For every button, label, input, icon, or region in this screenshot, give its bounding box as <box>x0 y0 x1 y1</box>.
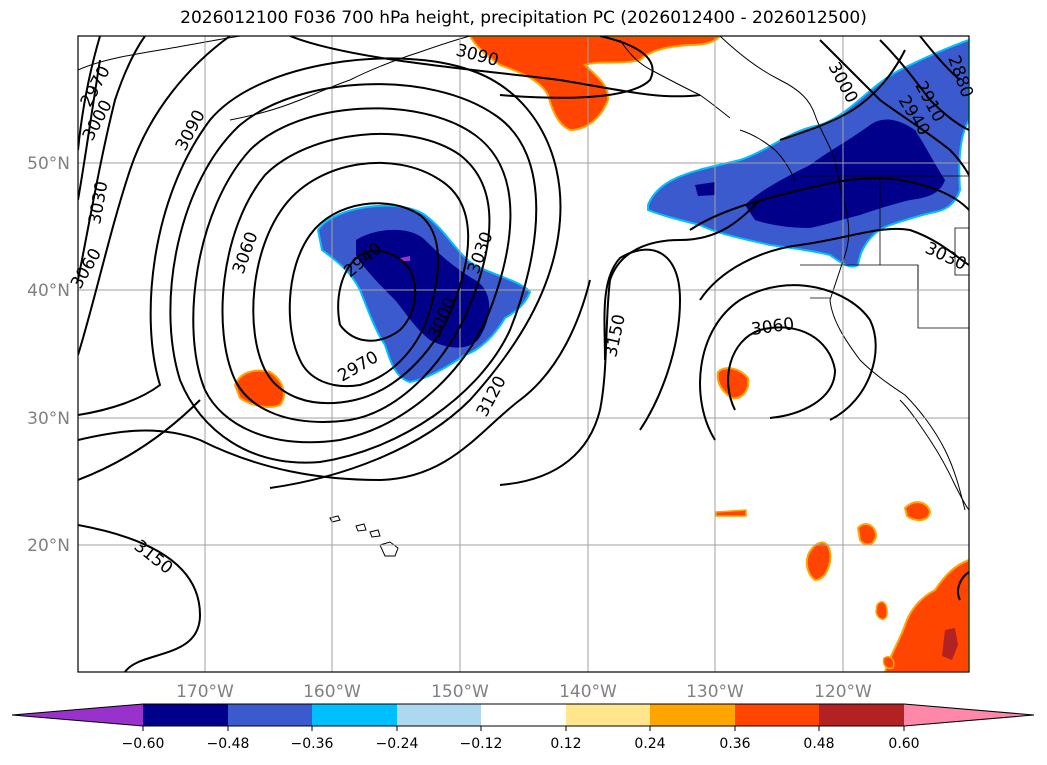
latitude-labels: 50°N 40°N 30°N 20°N <box>27 154 70 556</box>
colorbar-bin <box>650 704 735 726</box>
precip-negative-core-central <box>356 229 490 348</box>
lon-label: 120°W <box>814 682 872 702</box>
map-frame <box>77 35 970 673</box>
lat-label: 50°N <box>27 154 70 174</box>
precip-positive-spot-east <box>716 367 750 400</box>
precip-positive-spot-se6 <box>882 656 895 670</box>
colorbar-tick-label: 0.48 <box>803 736 834 752</box>
lon-label: 140°W <box>559 682 617 702</box>
colorbar-tick-label: 0.36 <box>719 736 750 752</box>
colorbar-tick-label: −0.60 <box>122 736 165 752</box>
lon-label: 150°W <box>431 682 489 702</box>
colorbar-bin <box>312 704 397 726</box>
lon-label: 130°W <box>686 682 744 702</box>
lat-label: 40°N <box>27 281 70 301</box>
precip-positive-region-north <box>468 36 722 132</box>
precip-negative-core-northeast-2 <box>695 182 715 196</box>
colorbar-tick-label: −0.12 <box>460 736 503 752</box>
precip-positive-spot-se1 <box>805 541 832 582</box>
colorbar-bin <box>481 704 566 726</box>
precip-positive-spot-se3 <box>903 501 932 522</box>
longitude-labels: 170°W 160°W 150°W 140°W 130°W 120°W <box>176 682 872 702</box>
colorbar-tick-label: −0.24 <box>376 736 419 752</box>
colorbar-tick-label: 0.60 <box>888 736 919 752</box>
precip-positive-spot-se5 <box>875 601 888 620</box>
lat-label: 30°N <box>27 409 70 429</box>
colorbar-bin <box>397 704 481 726</box>
precip-positive-core-southeast <box>942 628 958 660</box>
precip-negative-spot-central <box>400 256 410 261</box>
colorbar-tick-label: −0.36 <box>291 736 334 752</box>
colorbar: −0.60 −0.48 −0.36 −0.24 −0.12 0.12 0.24 … <box>11 703 1035 752</box>
colorbar-extend-low <box>12 704 143 726</box>
height-contours <box>78 36 969 672</box>
colorbar-bin <box>228 704 312 726</box>
precip-negative-core-northeast <box>745 119 945 228</box>
lon-label: 170°W <box>176 682 234 702</box>
colorbar-bin <box>735 704 819 726</box>
colorbar-tick-label: −0.48 <box>207 736 250 752</box>
precip-positive-spot-se4 <box>715 509 747 517</box>
lon-label: 160°W <box>303 682 361 702</box>
hawaii-islands <box>329 515 399 557</box>
colorbar-bin <box>819 704 904 726</box>
colorbar-tick-label: 0.12 <box>550 736 581 752</box>
lat-label: 20°N <box>27 536 70 556</box>
colorbar-bin <box>566 704 650 726</box>
colorbar-tick-label: 0.24 <box>634 736 665 752</box>
colorbar-bin <box>143 704 228 726</box>
borders <box>800 175 969 329</box>
map-title: 2026012100 F036 700 hPa height, precipit… <box>180 8 867 28</box>
colorbar-extend-high <box>904 704 1034 726</box>
precip-positive-spot-se2 <box>856 523 878 546</box>
